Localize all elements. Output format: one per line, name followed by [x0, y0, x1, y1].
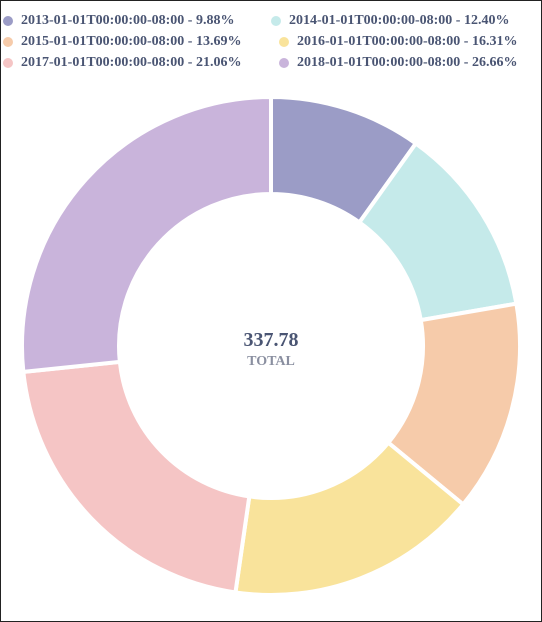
legend-label-2016: 2016-01-01T00:00:00-08:00 - 16.31% [297, 34, 518, 49]
total-label: TOTAL [247, 354, 295, 369]
legend-item-2013[interactable]: 2013-01-01T00:00:00-08:00 - 9.88% [3, 12, 234, 30]
legend-marker-2013 [3, 16, 13, 26]
legend-item-2018[interactable]: 2018-01-01T00:00:00-08:00 - 26.66% [279, 54, 517, 72]
legend-item-2015[interactable]: 2015-01-01T00:00:00-08:00 - 13.69% [3, 33, 241, 51]
total-value: 337.78 [244, 329, 299, 351]
legend-marker-2016 [279, 37, 289, 47]
legend-item-2017[interactable]: 2017-01-01T00:00:00-08:00 - 21.06% [3, 54, 241, 72]
legend-marker-2017 [3, 58, 13, 68]
legend-marker-2018 [279, 58, 289, 68]
legend-item-2016[interactable]: 2016-01-01T00:00:00-08:00 - 16.31% [279, 33, 517, 51]
legend-label-2017: 2017-01-01T00:00:00-08:00 - 21.06% [21, 55, 242, 70]
legend-label-2013: 2013-01-01T00:00:00-08:00 - 9.88% [21, 13, 235, 28]
slice-2018[interactable] [20, 94, 273, 375]
legend-label-2015: 2015-01-01T00:00:00-08:00 - 13.69% [21, 34, 242, 49]
legend-item-2014[interactable]: 2014-01-01T00:00:00-08:00 - 12.40% [271, 12, 509, 30]
legend-label-2018: 2018-01-01T00:00:00-08:00 - 26.66% [297, 55, 518, 70]
legend-marker-2014 [271, 16, 281, 26]
legend-label-2014: 2014-01-01T00:00:00-08:00 - 12.40% [289, 13, 510, 28]
donut-slices [20, 94, 522, 597]
slice-2017[interactable] [21, 359, 252, 595]
legend-marker-2015 [3, 37, 13, 47]
